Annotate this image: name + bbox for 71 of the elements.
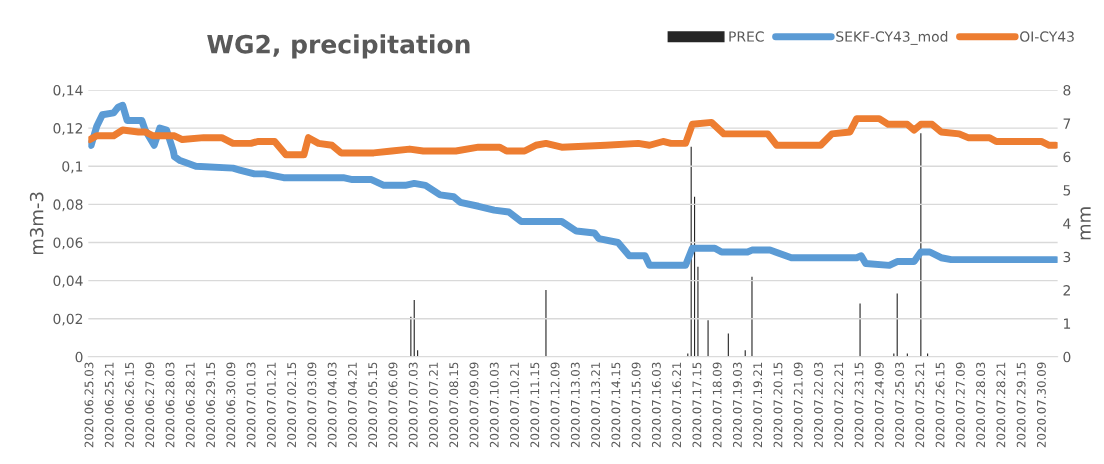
x-tick-label: 2020.07.08.15 (449, 362, 459, 448)
x-tick-label: 2020.07.24.09 (874, 362, 884, 448)
x-tick-label: 2020.07.01.21 (266, 362, 276, 448)
x-tick-label: 2020.07.19.03 (732, 362, 742, 448)
x-tick-label: 2020.07.17.15 (692, 362, 702, 448)
y-tick-label: 0,1 (62, 161, 83, 174)
x-tick-label: 2020.07.28.03 (976, 362, 986, 448)
y2-axis-title: mm (1080, 207, 1091, 240)
x-tick-label: 2020.07.21.09 (793, 362, 803, 448)
x-tick-label: 2020.07.10.21 (510, 362, 519, 448)
x-tick-label: 2020.07.12.09 (550, 362, 560, 448)
x-tick-label: 2020.07.14.15 (611, 362, 621, 448)
x-tick-label: 2020.07.18.09 (712, 362, 722, 448)
x-tick-label: 2020.07.16.21 (672, 362, 682, 448)
x-tick-label: 2020.07.02.15 (287, 362, 297, 448)
y2-tick-label: 7 (1063, 118, 1071, 129)
y2-tick-label: 2 (1063, 285, 1070, 296)
x-tick-label: 2020.07.19.21 (753, 362, 763, 448)
x-tick-label: 2020.07.11.15 (530, 362, 540, 448)
x-tick-label: 2020.07.15.09 (631, 362, 641, 448)
x-tick-label: 2020.07.05.15 (368, 362, 378, 448)
x-tick-label: 2020.06.26.15 (125, 362, 134, 448)
x-tick-label: 2020.06.29.15 (206, 362, 216, 448)
x-tick-label: 2020.07.22.21 (834, 362, 844, 448)
y-tick-label: 0,12 (53, 123, 83, 136)
y2-tick-label: 1 (1064, 318, 1071, 329)
y-tick-label: 0,02 (53, 313, 83, 326)
x-tick-label: 2020.07.30.09 (1036, 362, 1046, 448)
x-tick-label: 2020.07.07.03 (408, 362, 418, 448)
x-tick-label: 2020.07.16.03 (651, 362, 661, 448)
x-tick-label: 2020.06.25.03 (84, 362, 94, 448)
x-tick-label: 2020.07.27.09 (955, 362, 965, 448)
x-tick-label: 2020.07.06.09 (388, 362, 398, 448)
x-tick-label: 2020.06.25.21 (104, 362, 114, 448)
y-tick-label: 0,06 (53, 237, 83, 250)
y2-tick-label: 4 (1063, 218, 1071, 229)
x-tick-label: 2020.07.04.03 (327, 362, 337, 448)
x-tick-label: 2020.07.25.21 (915, 362, 925, 448)
y2-tick-label: 8 (1063, 84, 1071, 96)
legend-label: SEKF-CY43_mod (836, 31, 948, 45)
y-tick-label: 0,08 (53, 199, 83, 212)
legend-label: PREC (729, 31, 764, 42)
x-tick-label: 2020.07.29.15 (1016, 362, 1026, 448)
x-tick-label: 2020.06.28.21 (185, 362, 195, 448)
x-tick-label: 2020.07.26.15 (935, 362, 945, 448)
x-tick-label: 2020.07.25.03 (895, 362, 905, 448)
x-tick-label: 2020.07.09.09 (469, 362, 479, 448)
chart-title: WG2, precipitation (207, 34, 470, 59)
x-tick-label: 2020.07.20.15 (773, 362, 783, 448)
y2-tick-label: 6 (1063, 151, 1071, 163)
y2-tick-label: 5 (1063, 185, 1071, 196)
y-tick-label: 0 (75, 351, 83, 363)
x-tick-label: 2020.07.07.21 (429, 362, 438, 448)
x-tick-label: 2020.07.22.03 (814, 362, 823, 448)
y2-tick-label: 0 (1063, 351, 1071, 363)
x-tick-label: 2020.06.30.09 (226, 362, 236, 448)
x-tick-label: 2020.07.10.03 (489, 362, 499, 448)
x-tick-label: 2020.07.23.15 (854, 362, 864, 448)
x-tick-label: 2020.06.28.03 (165, 362, 175, 448)
x-tick-label: 2020.06.27.09 (145, 362, 155, 448)
x-tick-label: 2020.07.04.21 (347, 362, 357, 448)
y-tick-label: 0,14 (53, 84, 83, 97)
y-tick-label: 0,04 (53, 275, 83, 288)
legend-label: OI-CY43 (1020, 31, 1074, 42)
x-tick-label: 2020.07.13.03 (570, 362, 580, 448)
x-tick-label: 2020.07.01.03 (246, 362, 256, 448)
x-tick-label: 2020.07.13.21 (591, 362, 601, 448)
y2-tick-label: 3 (1063, 251, 1071, 263)
x-tick-label: 2020.07.28.21 (996, 362, 1006, 448)
x-tick-label: 2020.07.03.09 (307, 362, 317, 448)
y-axis-title: m3m-3 (29, 192, 44, 255)
